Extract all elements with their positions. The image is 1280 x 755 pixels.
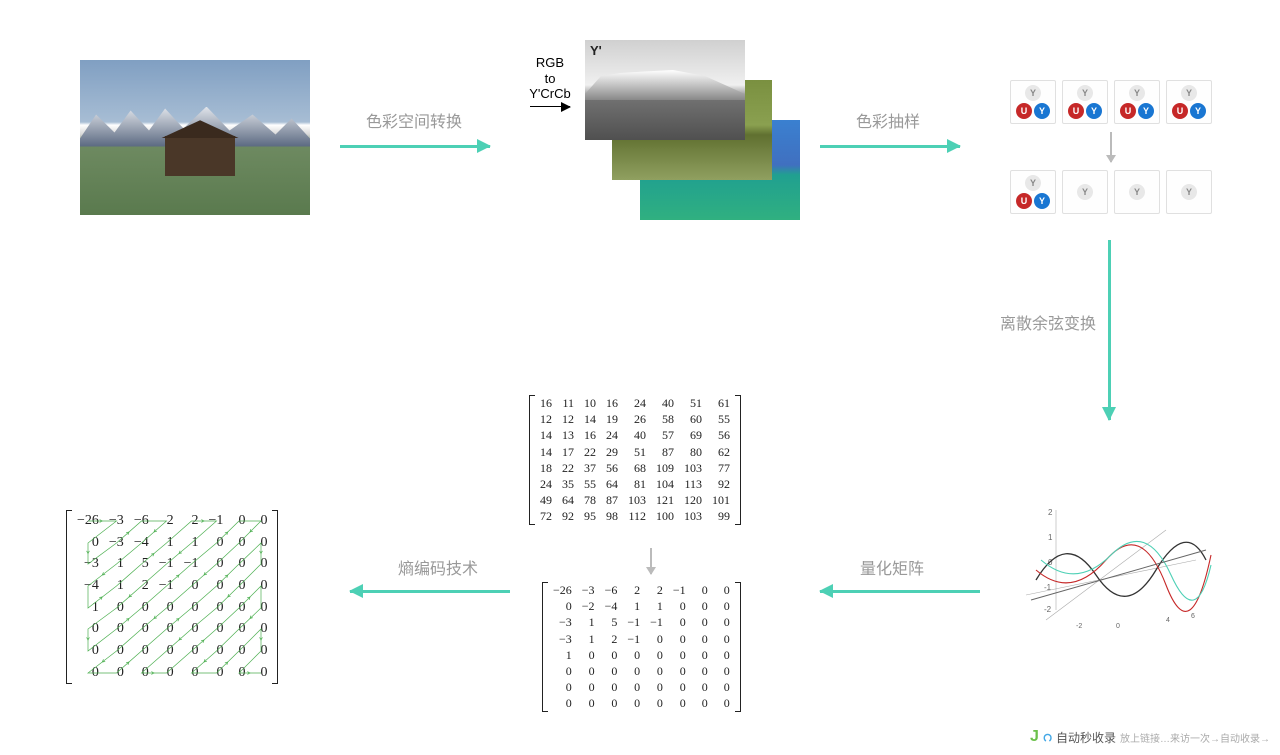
label-subsampling: 色彩抽样 <box>856 108 920 132</box>
svg-text:6: 6 <box>1191 613 1195 620</box>
sampling-box: YUY <box>1010 80 1056 124</box>
svg-text:-2: -2 <box>1076 623 1082 630</box>
arrow-subsampling <box>820 145 960 148</box>
sampling-box: YUY <box>1010 170 1056 214</box>
rgb-text-line3: Y'CrCb <box>525 86 575 102</box>
svg-text:-1: -1 <box>1044 583 1052 592</box>
footer-tagline: 放上链接…来访一次→自动收录→ <box>1120 730 1270 745</box>
arrow-quantize <box>820 590 980 593</box>
sampling-box: YUY <box>1114 80 1160 124</box>
rgb-to-ycrcb-label: RGB to Y'CrCb <box>525 55 575 103</box>
sampling-box: YUY <box>1062 80 1108 124</box>
sampling-box: Y <box>1166 170 1212 214</box>
quant-to-result-arrow <box>650 548 652 574</box>
sampling-box: Y <box>1062 170 1108 214</box>
zigzag-matrix: −26−3−622−1000−3−411000−315−1−1000−412−1… <box>72 510 272 691</box>
label-colorspace: 色彩空间转换 <box>366 108 462 132</box>
label-dct: 离散余弦变换 <box>1000 310 1096 334</box>
svg-text:0: 0 <box>1116 623 1120 630</box>
svg-text:1: 1 <box>1048 533 1053 542</box>
arrow-dct <box>1108 240 1111 420</box>
svg-text:-2: -2 <box>1044 605 1052 614</box>
sampling-row-after: YUYYYY <box>1010 170 1212 214</box>
quantization-matrix: 1611101624405161121214192658605514131624… <box>535 395 735 529</box>
quantized-result-matrix: −26−3−622−1000−2−411000−315−1−1000−312−1… <box>548 582 735 716</box>
label-quantize: 量化矩阵 <box>860 555 924 579</box>
sampling-box: YUY <box>1166 80 1212 124</box>
sampling-down-arrow <box>1110 132 1112 162</box>
rgb-text-line2: to <box>525 71 575 87</box>
rgb-text-line1: RGB <box>525 55 575 71</box>
footer-watermark: Jဂ 自动秒收录 放上链接…来访一次→自动收录→ <box>1030 725 1270 749</box>
sampling-box: Y <box>1114 170 1160 214</box>
rgb-arrow-icon <box>530 106 570 108</box>
source-image <box>80 60 310 215</box>
footer-brand: 自动秒收录 <box>1056 729 1116 746</box>
svg-text:2: 2 <box>1048 508 1053 517</box>
arrow-colorspace <box>340 145 490 148</box>
sampling-row-before: YUYYUYYUYYUY <box>1010 80 1212 124</box>
label-entropy: 熵编码技术 <box>398 555 478 579</box>
svg-text:4: 4 <box>1166 617 1170 624</box>
channel-y: Y' <box>585 40 745 140</box>
dct-3d-plot: 2 1 0 -1 -2 6 4 -2 0 <box>1016 500 1216 630</box>
arrow-entropy <box>350 590 510 593</box>
